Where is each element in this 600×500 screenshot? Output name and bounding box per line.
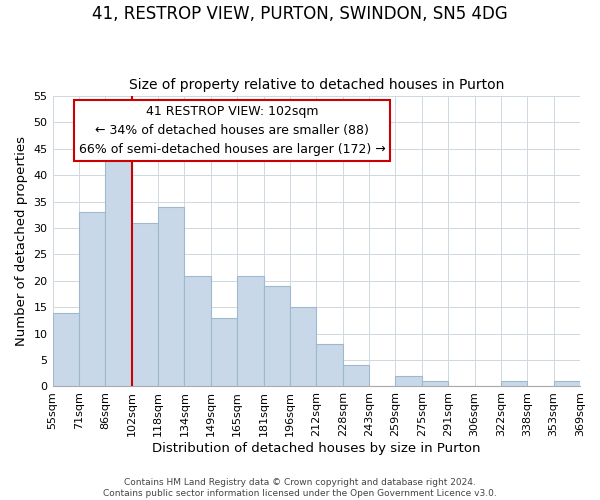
Bar xyxy=(237,276,263,386)
Text: 41, RESTROP VIEW, PURTON, SWINDON, SN5 4DG: 41, RESTROP VIEW, PURTON, SWINDON, SN5 4… xyxy=(92,5,508,23)
Text: 41 RESTROP VIEW: 102sqm
← 34% of detached houses are smaller (88)
66% of semi-de: 41 RESTROP VIEW: 102sqm ← 34% of detache… xyxy=(79,104,385,156)
Bar xyxy=(263,286,290,386)
Text: Contains HM Land Registry data © Crown copyright and database right 2024.
Contai: Contains HM Land Registry data © Crown c… xyxy=(103,478,497,498)
Bar xyxy=(131,222,158,386)
Bar xyxy=(554,381,580,386)
Bar xyxy=(79,212,105,386)
Bar xyxy=(184,276,211,386)
X-axis label: Distribution of detached houses by size in Purton: Distribution of detached houses by size … xyxy=(152,442,481,455)
Bar xyxy=(290,307,316,386)
Bar xyxy=(158,207,184,386)
Title: Size of property relative to detached houses in Purton: Size of property relative to detached ho… xyxy=(128,78,504,92)
Bar xyxy=(53,312,79,386)
Bar xyxy=(316,344,343,387)
Bar xyxy=(501,381,527,386)
Bar xyxy=(211,318,237,386)
Y-axis label: Number of detached properties: Number of detached properties xyxy=(15,136,28,346)
Bar xyxy=(105,160,131,386)
Bar xyxy=(343,366,369,386)
Bar xyxy=(395,376,422,386)
Bar xyxy=(422,381,448,386)
